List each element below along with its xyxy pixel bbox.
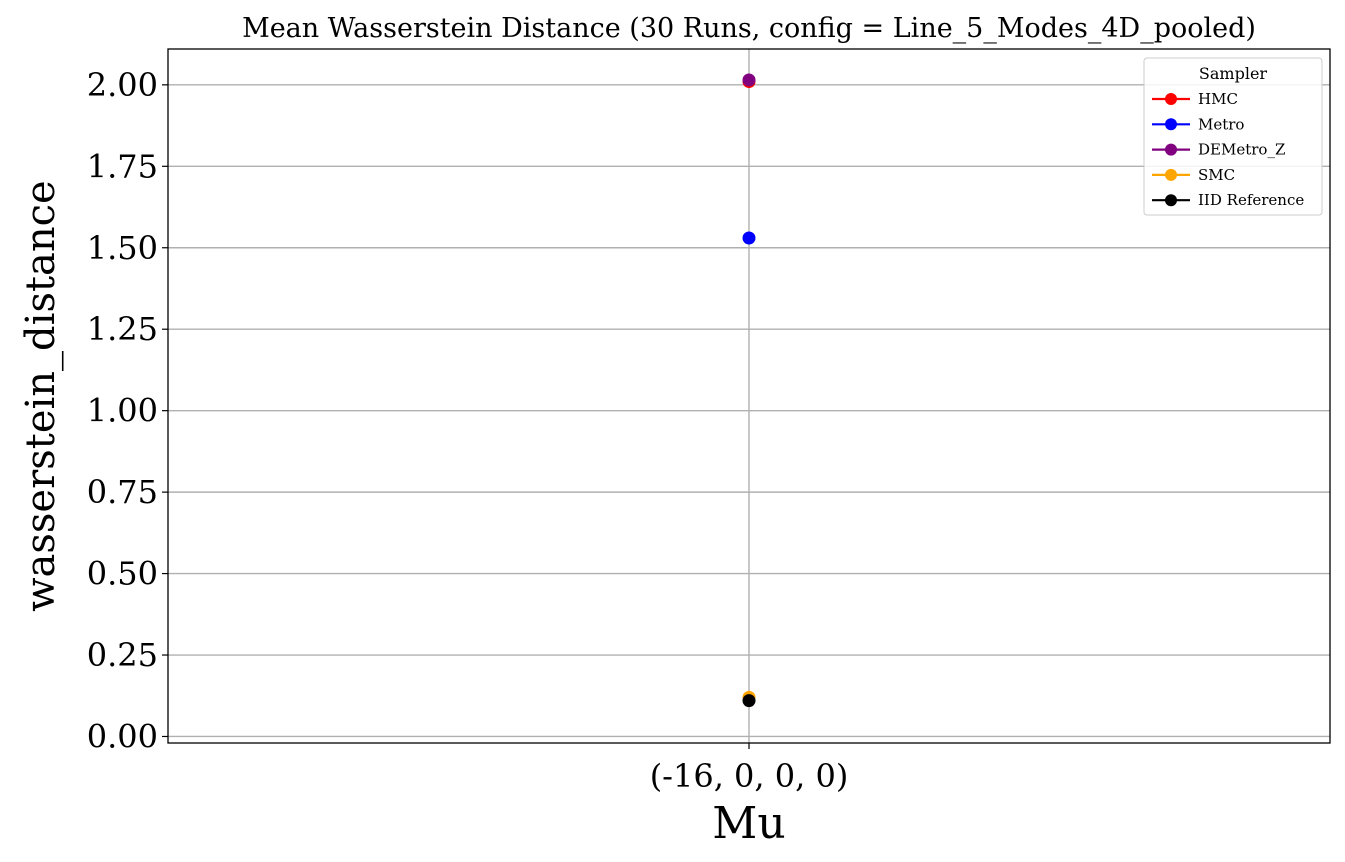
data-points	[742, 73, 756, 708]
legend-title: Sampler	[1199, 64, 1268, 83]
legend: Sampler HMC Metro DEMetro_Z SMC IID Reference	[1143, 57, 1323, 216]
axis-ticks: 0.00 0.25 0.50 0.75 1.00 1.25 1.50 1.75 2.00 (-16…	[87, 66, 849, 795]
legend-marker-demetro-z	[1165, 143, 1177, 156]
y-tick-label: 1.50	[87, 229, 158, 267]
legend-label-demetro-z: DEMetro_Z	[1198, 141, 1285, 159]
y-tick-label: 1.75	[87, 147, 158, 185]
y-tick-label: 0.00	[87, 717, 158, 755]
y-tick-label: 1.25	[87, 310, 158, 348]
legend-label-hmc: HMC	[1198, 90, 1238, 108]
chart-title: Mean Wasserstein Distance (30 Runs, conf…	[242, 13, 1256, 44]
y-tick-label: 0.50	[87, 555, 158, 593]
y-tick-label: 1.00	[87, 392, 158, 430]
y-axis-label: wasserstein_distance	[18, 180, 64, 611]
data-point-iid-reference	[742, 694, 756, 708]
legend-label-metro: Metro	[1198, 115, 1244, 133]
legend-marker-iid-reference	[1165, 194, 1177, 207]
legend-marker-smc	[1165, 168, 1177, 181]
legend-marker-metro	[1165, 118, 1177, 131]
legend-marker-hmc	[1165, 93, 1177, 105]
x-axis-label: Mu	[712, 798, 785, 849]
legend-label-iid-reference: IID Reference	[1198, 191, 1304, 209]
legend-label-smc: SMC	[1198, 166, 1235, 184]
y-tick-label: 0.75	[87, 473, 158, 511]
y-tick-label: 0.25	[87, 636, 158, 674]
data-point-metro	[742, 231, 756, 245]
data-point-demetro-z	[742, 73, 756, 87]
x-tick-label: (-16, 0, 0, 0)	[650, 757, 849, 795]
y-tick-label: 2.00	[87, 66, 158, 104]
